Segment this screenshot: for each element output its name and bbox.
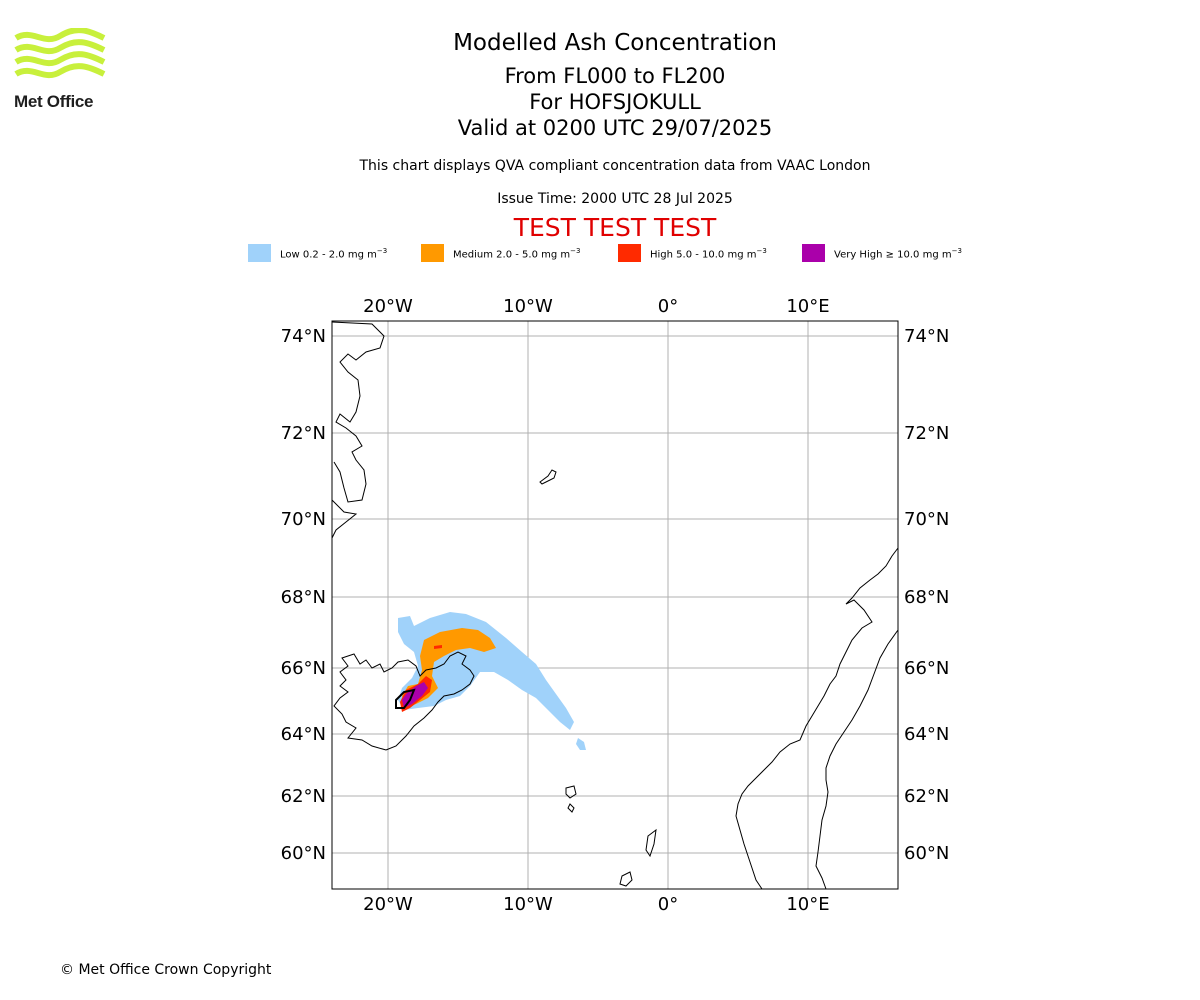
lat-label-left: 68°N bbox=[281, 587, 326, 608]
coastline-shetland bbox=[645, 828, 657, 858]
legend-unit-exponent: −3 bbox=[951, 247, 962, 255]
lat-label-right: 70°N bbox=[904, 509, 949, 530]
valid-time: Valid at 0200 UTC 29/07/2025 bbox=[457, 116, 773, 140]
legend-swatch-high bbox=[618, 244, 641, 262]
lat-label-left: 66°N bbox=[281, 658, 326, 679]
legend-swatch-medium bbox=[421, 244, 444, 262]
coastlines bbox=[331, 321, 899, 890]
lon-label-top: 0° bbox=[658, 296, 678, 317]
coastline-faroes bbox=[565, 785, 577, 813]
legend-unit-exponent: −3 bbox=[570, 247, 581, 255]
lat-label-right: 74°N bbox=[904, 326, 949, 347]
legend-label-high: High 5.0 - 10.0 mg m bbox=[650, 249, 757, 261]
lon-label-bottom: 0° bbox=[658, 894, 678, 915]
lat-label-right: 68°N bbox=[904, 587, 949, 608]
legend-unit-exponent: −3 bbox=[756, 247, 767, 255]
legend-swatch-very-high bbox=[802, 244, 825, 262]
volcano-name: For HOFSJOKULL bbox=[529, 90, 701, 114]
legend-label-very-high: Very High ≥ 10.0 mg m bbox=[834, 249, 952, 261]
coastline-iceland bbox=[333, 651, 475, 751]
issue-time: Issue Time: 2000 UTC 28 Jul 2025 bbox=[497, 191, 733, 207]
lat-label-left: 72°N bbox=[281, 423, 326, 444]
lat-label-left: 74°N bbox=[281, 326, 326, 347]
lat-label-left: 70°N bbox=[281, 509, 326, 530]
lon-label-top: 10°E bbox=[786, 296, 829, 317]
map-frame bbox=[331, 320, 899, 890]
lon-label-top: 20°W bbox=[363, 296, 413, 317]
coastline-greenland bbox=[331, 321, 385, 539]
lat-label-right: 66°N bbox=[904, 658, 949, 679]
lat-label-left: 60°N bbox=[281, 843, 326, 864]
test-banner: TEST TEST TEST bbox=[513, 213, 717, 242]
lat-label-right: 62°N bbox=[904, 786, 949, 807]
coastline-jan-mayen bbox=[539, 469, 557, 485]
lat-label-left: 64°N bbox=[281, 724, 326, 745]
copyright-notice: © Met Office Crown Copyright bbox=[60, 962, 272, 978]
coastline-orkney bbox=[619, 871, 633, 887]
lon-label-bottom: 10°E bbox=[786, 894, 829, 915]
chart-description: This chart displays QVA compliant concen… bbox=[359, 158, 871, 174]
lon-label-top: 10°W bbox=[503, 296, 553, 317]
legend-label-medium: Medium 2.0 - 5.0 mg m bbox=[453, 249, 571, 261]
logo-text: Met Office bbox=[14, 92, 94, 111]
legend-unit-exponent: −3 bbox=[376, 247, 388, 255]
lon-label-bottom: 10°W bbox=[503, 894, 553, 915]
map-gridlines bbox=[332, 321, 898, 889]
legend-label-low: Low 0.2 - 2.0 mg m bbox=[280, 249, 377, 261]
chart-title: Modelled Ash Concentration bbox=[453, 30, 777, 56]
flight-level-range: From FL000 to FL200 bbox=[504, 64, 726, 88]
ash-area-high-fragment bbox=[434, 645, 442, 649]
lat-label-right: 72°N bbox=[904, 423, 949, 444]
legend-swatch-low bbox=[248, 244, 271, 262]
lat-label-left: 62°N bbox=[281, 786, 326, 807]
met-office-logo-icon bbox=[14, 28, 106, 79]
coastline-norway bbox=[735, 547, 899, 890]
lat-label-right: 60°N bbox=[904, 843, 949, 864]
map-tick-labels: 20°W 10°W 0° 10°E 20°W 10°W 0° 10°E 74°N… bbox=[281, 296, 950, 915]
lon-label-bottom: 20°W bbox=[363, 894, 413, 915]
lat-label-right: 64°N bbox=[904, 724, 949, 745]
volcano-marker-icon bbox=[395, 688, 416, 709]
ash-area-low-fragment bbox=[576, 738, 586, 750]
